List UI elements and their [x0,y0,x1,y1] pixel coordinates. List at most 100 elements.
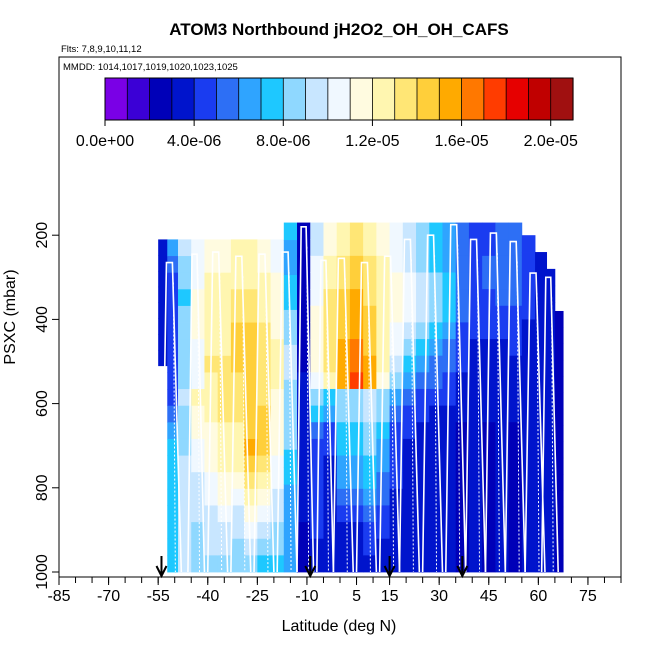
colorbar-swatch [127,78,151,120]
heatmap-cell [310,355,324,373]
colorbar-swatch [461,78,485,120]
heatmap-cell [442,422,457,440]
flight-profile-dotted [265,274,269,573]
heatmap-cell [270,339,285,357]
colorbar-swatch [105,78,128,120]
x-axis-label: Latitude (deg N) [282,618,397,635]
heatmap-cell [178,355,192,373]
x-axis: -85 -70 -55 -40 -25 -10 5 15 30 45 60 75 [47,577,622,605]
heatmap-cell [402,405,417,423]
heatmap-cell [389,239,404,257]
flight-profile [484,232,507,573]
heatmap-cell [442,505,457,523]
heatmap-cell [455,388,470,407]
heatmap-cell [230,256,245,274]
heatmap-cell [297,255,311,273]
heatmap-cell [297,505,311,523]
heatmap-cell [323,372,338,390]
heatmap-cell [546,555,556,573]
heatmap-cell [455,339,470,357]
heatmap-cell [167,305,179,323]
y-tick-label: 1000 [34,554,51,590]
heatmap-cell [376,488,390,506]
heatmap-cell [442,222,457,240]
heatmap-cell [376,505,390,523]
heatmap-cell [204,488,219,506]
heatmap-cell [363,272,377,290]
flight-profile-dotted [391,276,395,573]
heatmap-cell [429,488,443,506]
heatmap-cell [270,355,285,373]
heatmap-cell [429,405,443,423]
colorbar-swatch [394,78,418,120]
x-tick-label: 75 [579,588,597,605]
heatmap-cell [508,222,523,240]
heatmap-cell [336,255,351,273]
heatmap-cell [217,488,232,506]
arrow-head [304,565,317,579]
heatmap-cell [508,505,523,523]
flight-profile [540,276,559,573]
heatmap-cell [191,355,205,373]
heatmap-cell [363,222,377,240]
heatmap-cell [158,302,168,319]
heatmap-cell [257,305,271,323]
heatmap-cell [521,285,536,303]
heatmap-cell [535,386,548,404]
heatmap-cell [217,289,232,307]
heatmap-cell [429,239,443,257]
heatmap-cell [535,319,548,337]
heatmap-cell [363,305,377,323]
heatmap-cell [468,455,483,473]
heatmap-cell [191,488,205,506]
heatmap-cell [310,388,324,407]
heatmap-cell [508,255,523,273]
flight-profile-dotted [197,274,200,573]
heatmap-cell [310,472,324,490]
heatmap-cell [429,372,443,390]
heatmap-cell [178,305,192,323]
heatmap-cell [508,422,523,440]
heatmap-cell [178,272,192,290]
heatmap-cell [257,339,271,357]
colorbar-tick-label: 8.0e-06 [256,133,310,150]
heatmap-cell [508,488,523,506]
flight-profile-dotted [434,255,438,573]
heatmap-cell [554,506,564,524]
heatmap-cell [257,372,271,390]
heatmap-cell [217,272,232,290]
heatmap-cell [297,239,311,257]
heatmap-cell [349,239,364,257]
x-tick-label: -10 [295,588,318,605]
heatmap-cell [349,355,364,373]
heatmap-cell [535,252,548,270]
heatmap-cell [336,455,351,473]
heatmap-cell [244,289,258,307]
heatmap-cell [416,438,430,456]
heatmap-cell [336,222,351,240]
x-tick-label: -25 [246,588,269,605]
heatmap-cell [349,272,364,290]
heatmap-cell [323,239,338,257]
heatmap-cell [336,555,351,573]
flight-profile [355,261,378,573]
heatmap-cell [178,555,192,573]
colorbar-swatch [439,78,463,120]
heatmap-cell [167,339,179,357]
heatmap-cell [230,488,245,506]
heatmap-cell [455,355,470,373]
heatmap-cell [416,255,430,273]
heatmap-cell [178,438,192,456]
heatmap-cell [468,488,483,506]
heatmap-cell [508,555,523,573]
colorbar-swatch [417,78,440,120]
heatmap-cell [389,522,404,540]
heatmap-cell [389,222,404,240]
colorbar-tick-label: 1.6e-05 [434,133,488,150]
colorbar-swatch [194,78,218,120]
heatmap-cell [402,438,417,456]
heatmap-cell [336,239,351,257]
heatmap-cell [310,239,324,257]
heatmap-cell [283,379,298,398]
